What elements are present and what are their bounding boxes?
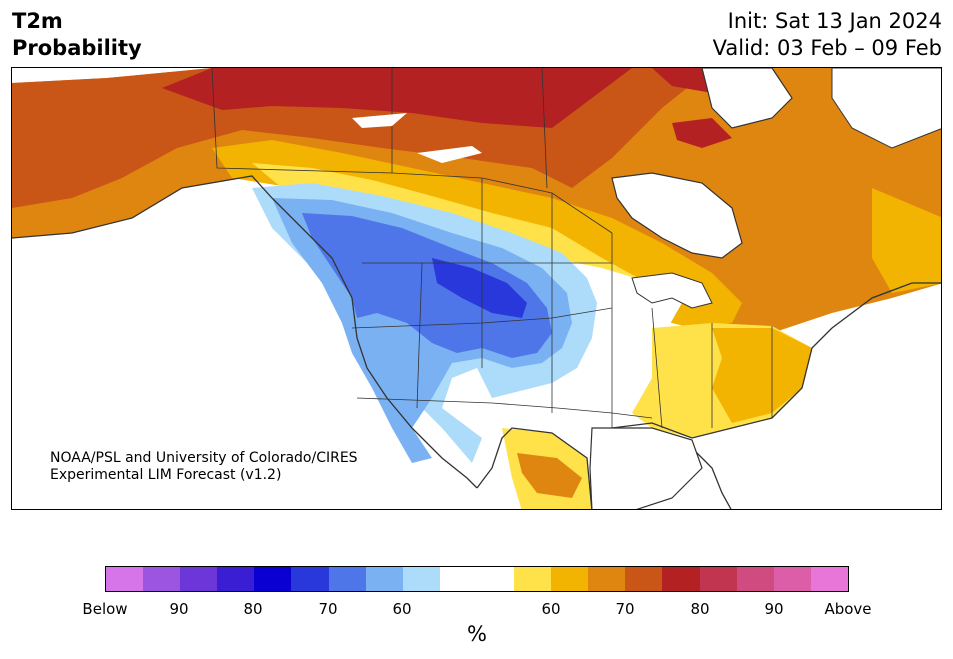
region-red: [162, 68, 632, 128]
colorbar: [105, 566, 849, 592]
arctic-water: [701, 68, 793, 129]
gulf-water: [589, 427, 703, 509]
credit-text: NOAA/PSL and University of Colorado/CIRE…: [50, 450, 358, 484]
cb-label-below: Below: [82, 600, 128, 618]
title-variable: T2m: [12, 9, 63, 33]
colorbar-segment-3: [217, 567, 255, 591]
colorbar-segment-10: [476, 567, 515, 591]
cb-label-80-above: 80: [690, 600, 710, 618]
colorbar-segment-9: [439, 567, 477, 591]
init-date: Init: Sat 13 Jan 2024: [727, 9, 942, 33]
colorbar-segment-14: [625, 567, 663, 591]
title-type: Probability: [12, 36, 142, 60]
colorbar-segment-1: [143, 567, 181, 591]
colorbar-segment-13: [588, 567, 626, 591]
cb-label-90-below: 90: [169, 600, 189, 618]
cb-label-70-below: 70: [318, 600, 338, 618]
cb-label-60-above: 60: [541, 600, 561, 618]
region-southeast-amber: [712, 328, 812, 423]
colorbar-segment-15: [662, 567, 700, 591]
colorbar-segment-7: [365, 567, 403, 591]
region-dark-blue: [432, 258, 527, 318]
colorbar-segment-11: [514, 567, 552, 591]
lake-2: [417, 146, 482, 163]
region-east-yellow: [872, 188, 941, 293]
region-mexico-orange: [517, 453, 582, 498]
region-red-3: [672, 118, 732, 148]
great-lakes: [631, 272, 713, 309]
cb-label-above: Above: [824, 600, 872, 618]
colorbar-segment-18: [773, 567, 811, 591]
region-blue: [302, 213, 552, 358]
arctic-water-2: [831, 68, 941, 149]
borders: [211, 68, 773, 429]
cb-label-80-below: 80: [243, 600, 263, 618]
colorbar-segment-8: [402, 567, 440, 591]
colorbar-segment-4: [254, 567, 292, 591]
map-panel: NOAA/PSL and University of Colorado/CIRE…: [11, 67, 942, 510]
colorbar-segment-6: [328, 567, 366, 591]
lake-1: [352, 113, 407, 128]
colorbar-segment-12: [551, 567, 589, 591]
colorbar-segment-16: [699, 567, 737, 591]
credit-line-1: NOAA/PSL and University of Colorado/CIRE…: [50, 450, 358, 466]
cb-label-90-above: 90: [764, 600, 784, 618]
colorbar-segment-2: [180, 567, 218, 591]
cb-label-60-below: 60: [392, 600, 412, 618]
colorbar-segment-19: [810, 567, 848, 591]
probability-map: [12, 68, 941, 509]
title-left: T2m Probability: [12, 8, 142, 62]
hudson-bay: [611, 172, 743, 259]
colorbar-segment-5: [291, 567, 329, 591]
colorbar-segment-17: [736, 567, 774, 591]
title-right: Init: Sat 13 Jan 2024 Valid: 03 Feb – 09…: [713, 8, 942, 62]
valid-range: Valid: 03 Feb – 09 Feb: [712, 36, 942, 60]
cb-label-70-above: 70: [615, 600, 635, 618]
credit-line-2: Experimental LIM Forecast (v1.2): [50, 467, 282, 483]
colorbar-unit: %: [467, 622, 487, 646]
coastlines: [12, 175, 941, 509]
colorbar-segment-0: [106, 567, 144, 591]
